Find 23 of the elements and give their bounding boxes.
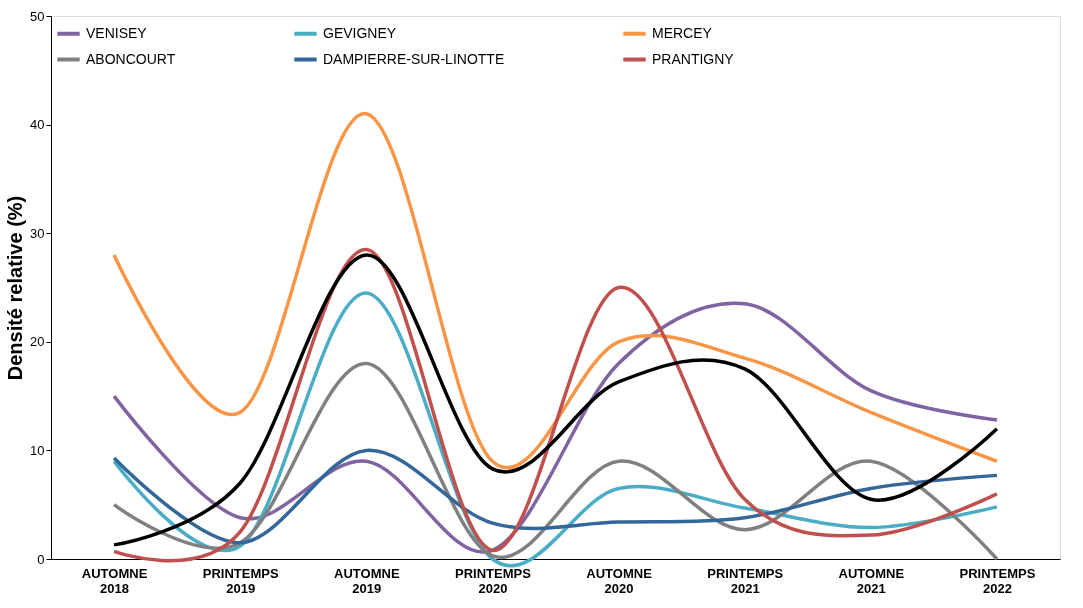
y-tick-label: 40 <box>30 117 45 133</box>
y-tick-label: 10 <box>30 442 45 458</box>
y-tick-label: 0 <box>37 551 45 567</box>
x-tick-label: PRINTEMPS 2022 <box>959 565 1036 596</box>
legend-label: MERCEY <box>652 24 713 41</box>
x-tick-label: PRINTEMPS 2020 <box>455 565 532 596</box>
x-tick-label: PRINTEMPS 2021 <box>707 565 784 596</box>
legend-label: GEVIGNEY <box>323 24 397 41</box>
legend-label: DAMPIERRE-SUR-LINOTTE <box>323 50 505 67</box>
y-tick-label: 20 <box>30 334 45 350</box>
y-axis-title: Densité relative (%) <box>4 195 27 381</box>
legend-label: VENISEY <box>86 24 148 41</box>
x-tick-label: AUTOMNE 2019 <box>334 565 400 596</box>
legend-label: PRANTIGNY <box>652 50 735 67</box>
legend-label: ABONCOURT <box>86 50 176 67</box>
x-tick-label: AUTOMNE 2018 <box>81 565 148 596</box>
y-tick-label: 50 <box>30 8 45 24</box>
y-tick-label: 30 <box>30 225 45 241</box>
x-tick-label: PRINTEMPS 2019 <box>202 565 279 596</box>
x-tick-label: AUTOMNE 2021 <box>838 565 905 596</box>
line-series <box>112 448 999 545</box>
line-series <box>112 361 999 561</box>
x-tick-label: AUTOMNE 2020 <box>586 565 653 596</box>
